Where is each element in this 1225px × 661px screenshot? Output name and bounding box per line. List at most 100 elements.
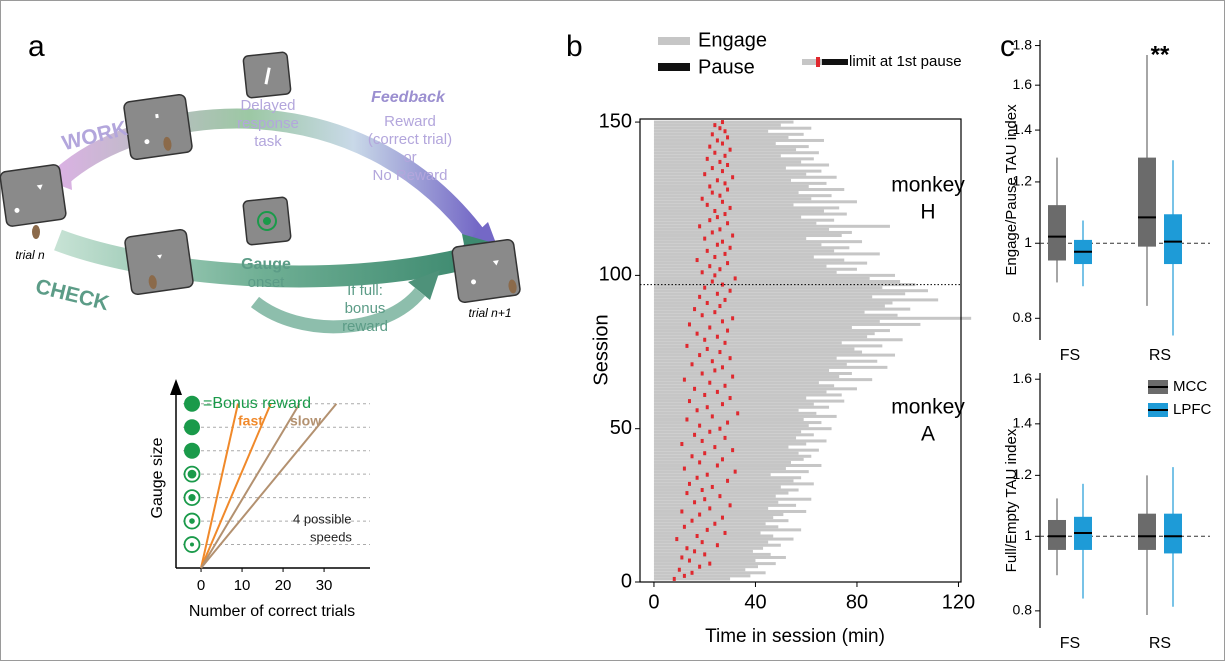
y-axis-label: Gauge size (149, 437, 166, 518)
bonus-arrow (250, 287, 426, 334)
first-pause-marker (720, 199, 724, 204)
significance: ** (1151, 41, 1170, 68)
x-tick-label: 120 (942, 591, 975, 613)
first-pause-marker (736, 411, 740, 416)
engage-bar (653, 534, 774, 538)
first-pause-marker (710, 132, 714, 137)
engage-bar (653, 209, 824, 213)
first-pause-marker (705, 472, 709, 477)
screen (242, 51, 292, 99)
first-pause-marker (713, 208, 717, 213)
first-pause-marker (698, 423, 702, 428)
annotation: H (920, 201, 935, 224)
engage-bar (653, 326, 852, 330)
diagram-text: Reward (384, 113, 436, 130)
engage-bar (653, 549, 753, 553)
first-pause-marker (720, 402, 724, 407)
first-pause-marker (733, 469, 737, 474)
engage-bar (653, 237, 807, 241)
trial-label: trial n+1 (468, 306, 511, 320)
first-pause-marker (713, 123, 717, 128)
first-pause-marker (700, 488, 704, 493)
first-pause-marker (710, 359, 714, 364)
engage-bar (653, 163, 830, 167)
y-tick-label: 0.8 (1013, 602, 1033, 618)
engage-bar (653, 270, 837, 274)
first-pause-marker (720, 141, 724, 146)
engage-bar (653, 497, 812, 501)
engage-bar (653, 485, 781, 489)
first-pause-marker (698, 224, 702, 229)
axis-arrow (170, 379, 182, 395)
engage-bar (653, 399, 845, 403)
engage-bar (653, 513, 784, 517)
engage-bar (653, 166, 786, 170)
engage-bar (653, 132, 804, 136)
diagram-text: If full: (347, 282, 383, 299)
first-pause-marker (672, 576, 676, 581)
first-pause-marker (685, 491, 689, 496)
first-pause-marker (731, 448, 735, 453)
legend-label: Engage (698, 29, 767, 51)
speed-line (200, 403, 272, 569)
engage-bar (653, 488, 799, 492)
engage-bar (653, 368, 830, 372)
engage-bar (653, 148, 797, 152)
first-pause-marker (675, 537, 679, 542)
arrow-head (408, 270, 440, 300)
first-pause-marker (713, 150, 717, 155)
first-pause-marker (718, 126, 722, 131)
engage-bar (653, 371, 852, 375)
first-pause-marker (720, 457, 724, 462)
first-pause-marker (713, 273, 717, 278)
engage-bar (653, 224, 890, 228)
x-tick-label: 10 (234, 577, 251, 594)
check-arrow (54, 229, 471, 288)
engage-bar (653, 129, 769, 133)
first-pause-marker (693, 549, 697, 554)
first-pause-marker (726, 187, 730, 192)
engage-bar (653, 559, 756, 563)
diagram-text: Feedback (371, 89, 446, 106)
first-pause-marker (713, 310, 717, 315)
annotation: fast (238, 413, 263, 429)
diagram-text: response (237, 115, 299, 132)
engage-bar (653, 292, 906, 296)
engage-bar (653, 234, 842, 238)
first-pause-marker (682, 377, 686, 382)
engage-bar (653, 470, 809, 474)
engage-bar (653, 451, 799, 455)
first-pause-marker (708, 184, 712, 189)
first-pause-marker (698, 564, 702, 569)
first-pause-marker (720, 319, 724, 324)
first-pause-marker (695, 408, 699, 413)
y-tick-label: 1.8 (1013, 36, 1033, 52)
first-pause-marker (708, 429, 712, 434)
first-pause-marker (705, 405, 709, 410)
first-pause-marker (703, 285, 707, 290)
engage-bar (653, 151, 819, 155)
first-pause-marker (680, 509, 684, 514)
first-pause-marker (731, 175, 735, 180)
engage-bar (653, 307, 911, 311)
x-tick-label: 0 (648, 591, 659, 613)
engage-bar (653, 200, 857, 204)
first-pause-marker (715, 334, 719, 339)
first-pause-marker (720, 515, 724, 520)
first-pause-marker (710, 230, 714, 235)
first-pause-marker (700, 196, 704, 201)
x-axis-label: Time in session (min) (705, 626, 885, 647)
speed-line (200, 403, 338, 569)
engage-bar (653, 230, 852, 234)
engage-bar (653, 160, 802, 164)
y-tick-label: 1.2 (1013, 466, 1033, 482)
first-pause-marker (687, 481, 691, 486)
first-pause-marker (728, 503, 732, 508)
first-pause-marker (703, 451, 707, 456)
first-pause-marker (693, 307, 697, 312)
engage-bar (653, 433, 814, 437)
first-pause-marker (726, 478, 730, 483)
engage-bar (653, 408, 799, 412)
y-tick-label: 50 (610, 417, 632, 439)
first-pause-marker (685, 343, 689, 348)
